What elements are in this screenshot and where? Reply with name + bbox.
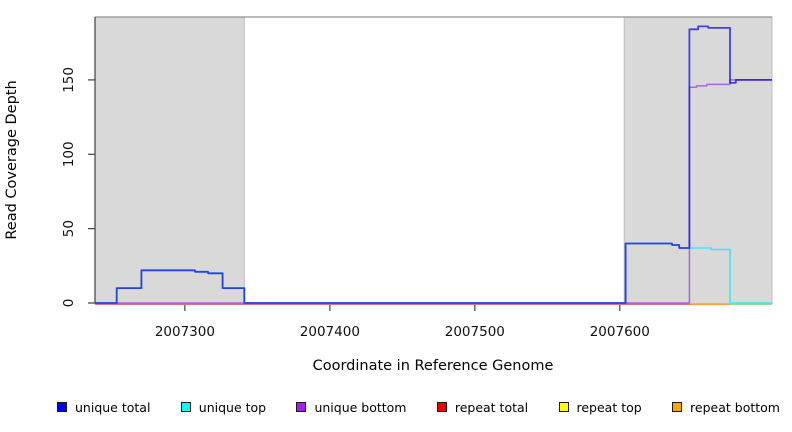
y-tick-label: 100 (61, 141, 77, 167)
x-axis-title: Coordinate in Reference Genome (313, 358, 554, 374)
plot-legend: unique total unique top unique bottom repea… (0, 394, 792, 420)
legend-swatch-repeat-bottom (672, 402, 683, 412)
legend-label-unique-top: unique top (198, 399, 267, 415)
y-tick-label: 150 (61, 67, 77, 93)
legend-item-repeat-top: repeat top (558, 399, 642, 415)
x-tick-label: 2007300 (155, 324, 215, 340)
series-line-unique-total (95, 25, 772, 304)
legend-item-repeat-bottom: repeat bottom (672, 400, 780, 415)
x-tick-label: 2007500 (445, 324, 505, 340)
legend-item-unique-total: unique total (57, 400, 150, 415)
legend-label-unique-bottom: unique bottom (314, 399, 407, 415)
legend-swatch-repeat-top (558, 402, 569, 412)
y-tick-label: 50 (61, 220, 77, 237)
y-tick-label: 0 (61, 299, 77, 308)
y-axis-title: Read Coverage Depth (4, 80, 20, 239)
legend-item-unique-top: unique top (180, 399, 267, 415)
coverage-plot: 2007300 2007400 2007500 2007600 0 50 100 150 Co… (4, 16, 773, 374)
legend-label-repeat-total: repeat total (454, 399, 529, 415)
legend-swatch-repeat-total (436, 402, 447, 412)
legend-swatch-unique-total (57, 402, 67, 412)
legend-swatch-unique-top (180, 402, 191, 412)
x-tick-label: 2007400 (300, 324, 360, 340)
legend-label-repeat-top: repeat top (576, 399, 642, 415)
right-gray-region (623, 16, 773, 305)
legend-swatch-unique-bottom (296, 402, 307, 412)
legend-item-repeat-total: repeat total (436, 399, 529, 415)
x-tick-label: 2007600 (590, 324, 650, 340)
legend-label-unique-total: unique total (75, 399, 151, 415)
left-gray-region (94, 16, 245, 305)
legend-label-repeat-bottom: repeat bottom (690, 399, 780, 415)
legend-item-unique-bottom: unique bottom (296, 399, 407, 415)
